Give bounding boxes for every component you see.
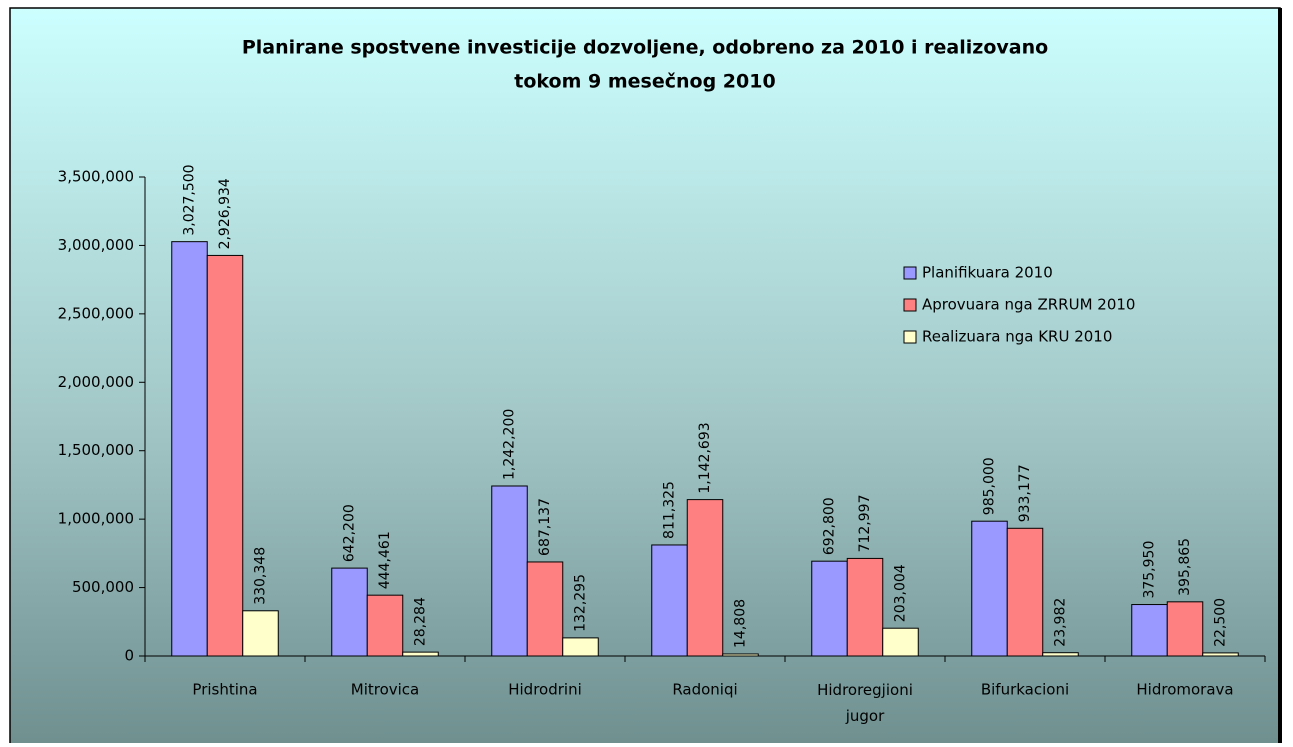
y-tick-label: 1,500,000 bbox=[58, 441, 134, 459]
bar bbox=[491, 485, 528, 657]
data-label: 692,800 bbox=[822, 497, 838, 555]
data-label: 1,142,693 bbox=[697, 422, 713, 493]
y-tick-label: 1,000,000 bbox=[58, 510, 134, 528]
x-tick-label: Bifurkacioni bbox=[981, 681, 1069, 699]
legend-swatch bbox=[903, 330, 917, 344]
bar bbox=[1131, 604, 1168, 657]
bar bbox=[171, 241, 208, 657]
bar bbox=[882, 627, 919, 657]
data-label: 395,865 bbox=[1177, 538, 1193, 596]
bar bbox=[331, 567, 368, 657]
bar bbox=[526, 561, 564, 657]
x-tick-label: Radoniqi bbox=[672, 681, 737, 699]
bar bbox=[846, 557, 884, 657]
x-tick-label: Hidrodrini bbox=[508, 681, 582, 699]
data-label: 642,200 bbox=[342, 504, 358, 562]
data-label: 3,027,500 bbox=[182, 164, 198, 235]
bar bbox=[366, 594, 404, 657]
data-label: 2,926,934 bbox=[217, 178, 233, 249]
y-tick-label: 0 bbox=[124, 647, 134, 665]
data-label: 687,137 bbox=[537, 498, 553, 556]
y-tick-label: 500,000 bbox=[72, 578, 134, 596]
data-label: 28,284 bbox=[413, 597, 429, 646]
y-tick-label: 3,500,000 bbox=[58, 168, 134, 186]
bar bbox=[1166, 601, 1204, 657]
x-tick-label: Prishtina bbox=[192, 681, 257, 699]
bar bbox=[1006, 527, 1044, 657]
data-label: 330,348 bbox=[253, 547, 269, 605]
bar bbox=[651, 544, 688, 657]
data-label: 22,500 bbox=[1213, 598, 1229, 647]
bar bbox=[206, 254, 244, 657]
data-label: 375,950 bbox=[1142, 541, 1158, 599]
bar bbox=[1202, 652, 1239, 657]
bar bbox=[971, 520, 1008, 657]
x-tick-label: Mitrovica bbox=[351, 681, 420, 699]
chart-title: tokom 9 mesečnog 2010 bbox=[514, 71, 775, 93]
legend-label: Realizuara nga KRU 2010 bbox=[922, 328, 1112, 346]
data-label: 933,177 bbox=[1017, 464, 1033, 522]
data-label: 712,997 bbox=[857, 495, 873, 553]
legend-swatch bbox=[903, 298, 917, 312]
legend-label: Planifikuara 2010 bbox=[922, 264, 1053, 282]
bar bbox=[722, 653, 759, 657]
y-tick-label: 2,500,000 bbox=[58, 304, 134, 322]
bar bbox=[686, 499, 724, 657]
data-label: 203,004 bbox=[893, 564, 909, 622]
bar bbox=[402, 651, 439, 657]
bar bbox=[811, 560, 848, 657]
bar bbox=[562, 637, 599, 657]
x-tick-label: Hidroregjioni jugor bbox=[817, 681, 913, 725]
data-label: 985,000 bbox=[982, 457, 998, 515]
y-tick-label: 2,000,000 bbox=[58, 373, 134, 391]
data-label: 23,982 bbox=[1053, 598, 1069, 647]
bar bbox=[1042, 652, 1079, 657]
bar bbox=[242, 610, 279, 657]
y-tick-label: 3,000,000 bbox=[58, 236, 134, 254]
data-label: 132,295 bbox=[573, 574, 589, 632]
data-label: 811,325 bbox=[662, 481, 678, 539]
data-label: 14,808 bbox=[733, 599, 749, 648]
x-tick-label: Hidromorava bbox=[1136, 681, 1233, 699]
chart-title: Planirane spostvene investicije dozvolje… bbox=[242, 37, 1048, 59]
legend-label: Aprovuara nga ZRRUM 2010 bbox=[922, 296, 1135, 314]
legend-swatch bbox=[903, 266, 917, 280]
data-label: 1,242,200 bbox=[502, 409, 518, 480]
data-label: 444,461 bbox=[377, 531, 393, 589]
